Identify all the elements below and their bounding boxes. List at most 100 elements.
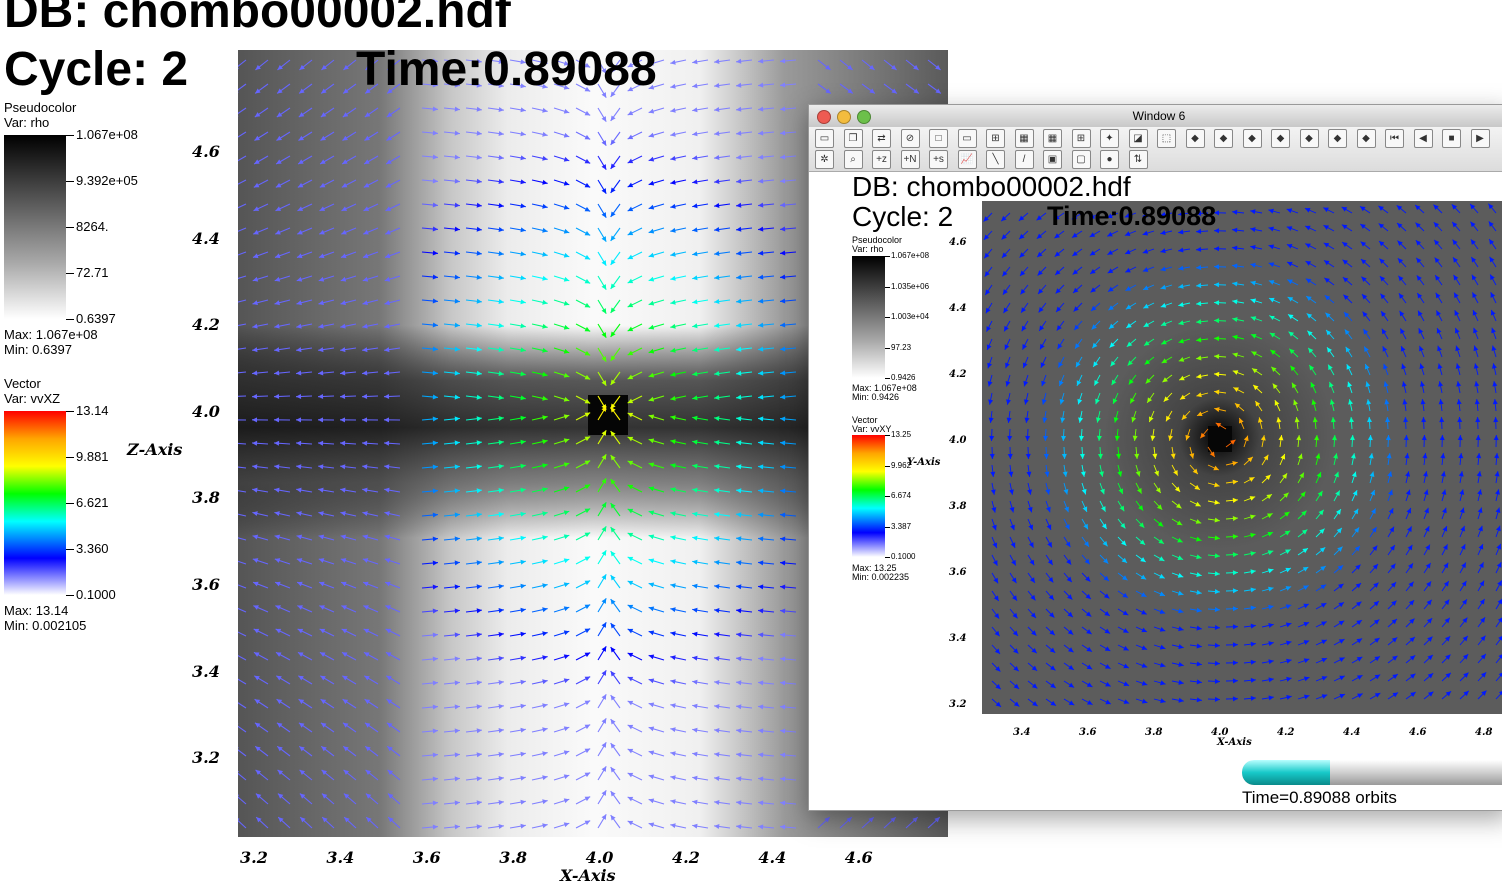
- vector-arrowhead: [1123, 681, 1130, 687]
- plot-b-button[interactable]: ◆: [1214, 129, 1233, 148]
- vector-arrowhead: [454, 394, 460, 400]
- vector-arrowhead: [277, 88, 283, 94]
- pick-z-button[interactable]: +z: [872, 150, 891, 169]
- vector-arrowhead: [1065, 541, 1071, 548]
- probe-button[interactable]: ╲: [986, 150, 1005, 169]
- vector-arrowhead: [1012, 595, 1018, 601]
- layout-3x3-button[interactable]: ⊞: [1071, 129, 1091, 148]
- copy-window-button[interactable]: ❐: [843, 129, 863, 148]
- vector-arrowhead: [542, 371, 548, 377]
- new-window-button[interactable]: ▭: [815, 129, 834, 148]
- slider-button[interactable]: ⇅: [1128, 150, 1148, 169]
- plot-c-button[interactable]: ◆: [1242, 129, 1262, 148]
- vector-arrowhead: [343, 746, 349, 752]
- cube-button[interactable]: ▣: [1043, 150, 1062, 169]
- vector-arrowhead: [1356, 638, 1363, 644]
- vector-arrow: [238, 251, 247, 256]
- vector-arrowhead: [520, 487, 526, 493]
- vector-arrowhead: [610, 503, 616, 509]
- pick-n-button[interactable]: +N: [900, 150, 920, 169]
- invert-button[interactable]: ◪: [1128, 129, 1148, 148]
- vector-arrowhead: [627, 460, 634, 466]
- layout-1x2-button[interactable]: ▭: [957, 129, 977, 148]
- vector-arrowhead: [1269, 332, 1276, 338]
- vector-arrowhead: [714, 464, 720, 469]
- layout-2x3-button[interactable]: ▦: [1014, 129, 1034, 148]
- window-titlebar[interactable]: Window 6: [809, 105, 1502, 128]
- vector-arrowhead: [1142, 212, 1148, 218]
- vector-arrowhead: [1415, 240, 1422, 246]
- vector-arrowhead: [366, 817, 372, 823]
- plot-f-button[interactable]: ◆: [1328, 129, 1347, 148]
- zoom-button[interactable]: ⌕: [843, 150, 863, 169]
- vector-arrowhead: [542, 679, 548, 685]
- layout-1x1-button[interactable]: □: [929, 129, 948, 148]
- vector-arrowhead: [1137, 488, 1142, 494]
- vector-arrowhead: [1384, 399, 1390, 405]
- vector-arrowhead: [320, 722, 327, 728]
- vector-arrowhead: [692, 463, 698, 469]
- vector-arrowhead: [498, 776, 504, 781]
- plot-a-button[interactable]: ◆: [1185, 129, 1205, 148]
- vector-arrowhead: [1112, 398, 1118, 404]
- vector-arrowhead: [780, 370, 786, 376]
- layout-2x2-button[interactable]: ⊞: [986, 129, 1005, 148]
- vector-arrowhead: [1379, 241, 1385, 247]
- step-back-button[interactable]: ⏮: [1385, 129, 1404, 148]
- vector-arrowhead: [454, 440, 460, 446]
- vector-arrowhead: [1141, 645, 1148, 650]
- w6-pseudocolor-colorbar: [852, 256, 885, 378]
- vector-arrowhead: [1140, 557, 1146, 563]
- vector-arrowhead: [1249, 514, 1256, 520]
- lock-view-button[interactable]: ✦: [1100, 129, 1119, 148]
- pseudocolor-legend-var: Var: rho: [4, 115, 50, 130]
- stop-button[interactable]: ■: [1442, 129, 1461, 148]
- time-slider[interactable]: [1242, 760, 1502, 785]
- layout-2x4-button[interactable]: ▦: [1043, 129, 1062, 148]
- vector-arrowhead: [627, 326, 634, 332]
- sphere-button[interactable]: ●: [1100, 150, 1119, 169]
- plot-e-button[interactable]: ◆: [1299, 129, 1319, 148]
- swap-window-button[interactable]: ⇄: [872, 129, 891, 148]
- vector-arrowhead: [1498, 635, 1502, 641]
- play-back-button[interactable]: ◀: [1413, 129, 1433, 148]
- w6-vector-tick-mark: [885, 557, 890, 558]
- plot-g-button[interactable]: ◆: [1356, 129, 1376, 148]
- vector-arrowhead: [1068, 664, 1074, 670]
- delete-window-button[interactable]: ⊘: [900, 129, 920, 148]
- vector-arrowhead: [1031, 647, 1037, 654]
- vector-arrowhead: [891, 64, 897, 70]
- vector-arrowhead: [563, 252, 570, 258]
- vector-arrowhead: [1435, 275, 1441, 281]
- minimize-button[interactable]: [837, 110, 851, 124]
- close-button[interactable]: [817, 110, 831, 124]
- vector-arrowhead: [1105, 699, 1111, 705]
- vector-arrowhead: [1194, 484, 1200, 490]
- vector-arrowhead: [1196, 210, 1202, 216]
- vector-arrowhead: [780, 608, 786, 614]
- lineout-button[interactable]: 📈: [957, 150, 977, 169]
- play-button[interactable]: ▶: [1470, 129, 1490, 148]
- vector-arrowhead: [736, 584, 742, 590]
- w6-plot[interactable]: [982, 201, 1502, 714]
- vector-arrow: [238, 442, 247, 445]
- vector-arrowhead: [1076, 380, 1082, 386]
- box-button[interactable]: ▢: [1071, 150, 1091, 169]
- 3d-box-button[interactable]: ⬚: [1157, 129, 1176, 148]
- vector-arrowhead: [318, 300, 324, 306]
- vector-arrowhead: [1161, 358, 1168, 364]
- w6-pseudocolor-tick-label: 1.035e+06: [891, 281, 930, 291]
- vector-arrowhead: [454, 512, 460, 518]
- navigate-button[interactable]: ✲: [815, 150, 834, 169]
- vector-arrow: [238, 179, 247, 185]
- plot-d-button[interactable]: ◆: [1271, 129, 1290, 148]
- vector-arrowhead: [1480, 635, 1486, 642]
- window-6[interactable]: Window 6 ▭ ❐ ⇄ ⊘ □ ▭ ⊞ ▦ ▦ ⊞ ✦ ◪ ⬚ ◆ ◆ ◆ ◆ ◆ ◆ ◆ ⏮ ◀ ■ ▶ ✲ ⌕ +z +N +…: [808, 104, 1502, 811]
- line-tool-button[interactable]: /: [1014, 150, 1034, 169]
- vector-arrowhead: [1232, 263, 1238, 269]
- pick-s-button[interactable]: +s: [929, 150, 948, 169]
- vector-arrowhead: [1214, 482, 1220, 488]
- vector-arrowhead: [989, 435, 995, 441]
- zoom-button[interactable]: [857, 110, 871, 124]
- vector-arrowhead: [1213, 465, 1219, 471]
